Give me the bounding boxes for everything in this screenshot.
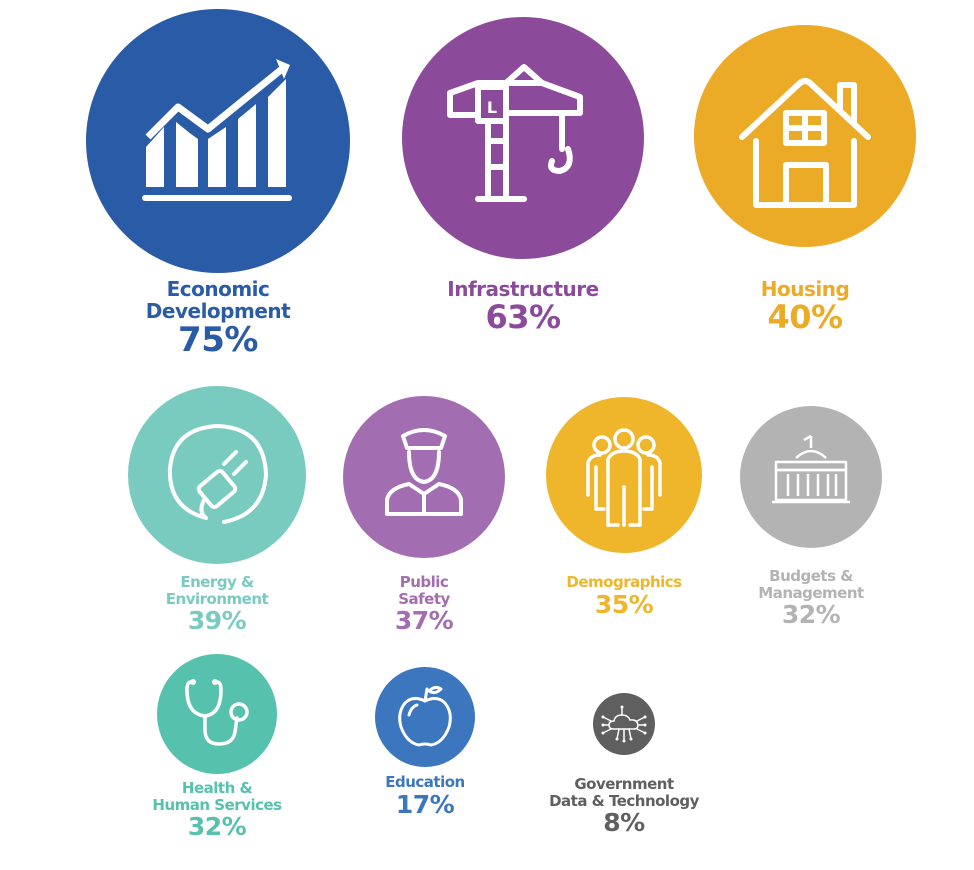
infrastructure-name: Infrastructure — [447, 277, 599, 301]
demographics-percent: 35% — [594, 589, 654, 619]
health-name-line2: Human Services — [152, 795, 282, 814]
budgets-label: Budgets & Management 32% — [721, 568, 901, 629]
energy-label: Energy & Environment 39% — [127, 574, 307, 635]
house-icon — [739, 78, 871, 208]
demographics-name: Demographics — [566, 573, 682, 591]
svg-text:L: L — [487, 98, 497, 117]
energy-name-line2: Environment — [165, 589, 269, 608]
public-safety-name-line1: Public — [399, 573, 449, 591]
stethoscope-icon — [185, 679, 249, 746]
government-name-line1: Government — [574, 775, 674, 793]
government-label: Government Data & Technology 8% — [524, 776, 724, 837]
energy-name-line1: Energy & — [180, 573, 254, 591]
budgets-name-line2: Management — [758, 583, 864, 602]
economic-percent: 75% — [178, 320, 258, 360]
government-name-line2: Data & Technology — [549, 791, 699, 810]
budgets-percent: 32% — [781, 600, 841, 629]
public-safety-circle — [343, 396, 505, 558]
plug-icon — [167, 424, 268, 524]
health-circle — [157, 654, 277, 774]
demographics-label: Demographics 35% — [534, 574, 714, 618]
economic-label: Economic Development 75% — [118, 278, 318, 359]
police-officer-icon — [385, 428, 463, 516]
demographics-circle — [546, 397, 702, 553]
public-safety-name-line2: Safety — [398, 589, 450, 608]
economic-name-line2: Development — [145, 299, 291, 323]
growth-chart-icon — [142, 59, 292, 201]
public-safety-percent: 37% — [394, 606, 454, 635]
economic-circle — [86, 9, 350, 273]
education-name: Education — [385, 773, 465, 791]
education-percent: 17% — [395, 789, 455, 819]
housing-percent: 40% — [767, 298, 843, 336]
education-circle — [375, 667, 475, 767]
government-circle — [593, 693, 655, 755]
cloud-network-icon — [601, 705, 647, 743]
public-safety-label: Public Safety 37% — [345, 574, 503, 635]
energy-percent: 39% — [187, 606, 247, 635]
infrastructure-label: Infrastructure 63% — [420, 278, 626, 335]
education-label: Education 17% — [345, 774, 505, 818]
health-label: Health & Human Services 32% — [127, 780, 307, 841]
government-percent: 8% — [603, 808, 645, 837]
apple-icon — [398, 685, 452, 747]
capitol-building-icon — [772, 434, 850, 504]
budgets-circle — [740, 406, 882, 548]
crane-icon: L — [447, 64, 583, 202]
economic-name-line1: Economic — [166, 277, 270, 301]
infrastructure-circle: L — [402, 17, 644, 259]
infrastructure-percent: 63% — [485, 298, 561, 336]
energy-circle — [128, 386, 306, 564]
people-group-icon — [586, 428, 662, 527]
housing-label: Housing 40% — [705, 278, 905, 335]
housing-name: Housing — [760, 277, 850, 301]
budgets-name-line1: Budgets & — [769, 567, 853, 585]
housing-circle — [694, 25, 916, 247]
health-percent: 32% — [187, 812, 247, 841]
health-name-line1: Health & — [181, 779, 253, 797]
